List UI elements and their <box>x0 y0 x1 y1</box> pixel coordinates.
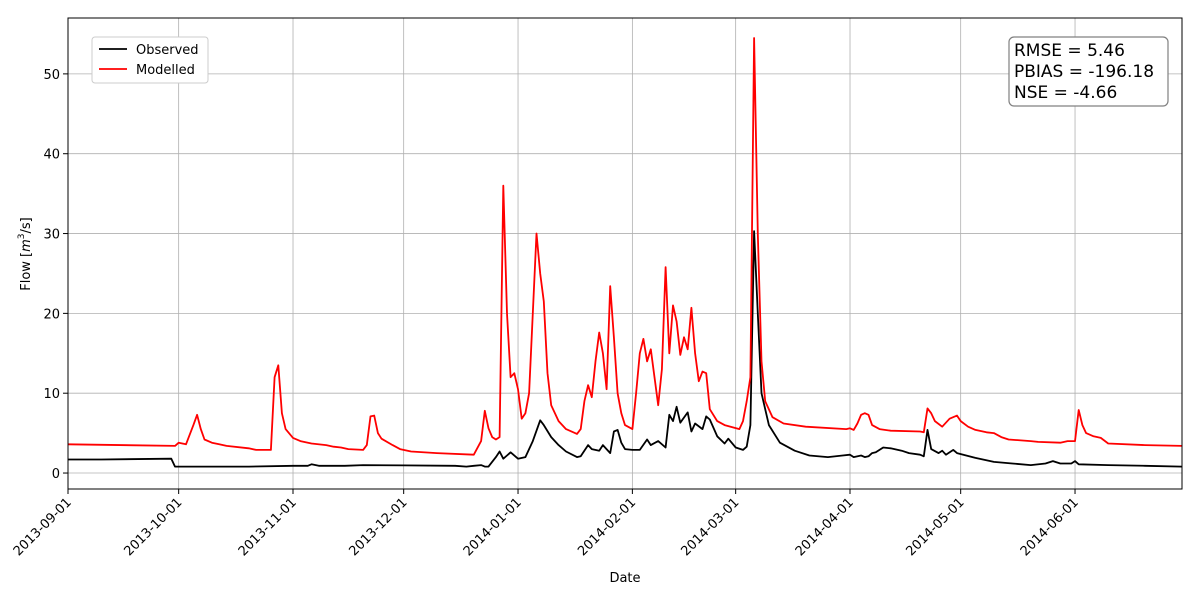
y-axis-label-exponent: 3 <box>17 233 27 239</box>
stats-annotation: RMSE = 5.46 PBIAS = -196.18 NSE = -4.66 <box>1008 36 1169 107</box>
x-tick-label: 2014-05-01 <box>903 495 967 559</box>
x-axis: 2013-09-01 2013-10-01 2013-11-01 2013-12-01… <box>11 489 1082 559</box>
x-tick-label: 2013-12-01 <box>346 495 410 559</box>
x-tick-label: 2013-09-01 <box>11 495 75 559</box>
y-tick-label: 40 <box>43 148 60 163</box>
stats-nse: NSE = -4.66 <box>1014 83 1117 103</box>
x-tick-label: 2013-10-01 <box>121 495 185 559</box>
y-axis-label-unit: m <box>19 239 34 252</box>
x-tick-label: 2014-03-01 <box>678 495 742 559</box>
x-axis-label: Date <box>609 571 640 586</box>
x-tick-label: 2014-01-01 <box>461 495 525 559</box>
legend-label-modelled: Modelled <box>136 63 195 78</box>
y-axis: 0 10 20 30 40 50 <box>43 68 68 482</box>
legend-label-observed: Observed <box>136 43 199 58</box>
grid <box>67 18 1182 489</box>
stats-rmse: RMSE = 5.46 <box>1014 41 1125 61</box>
y-tick-label: 50 <box>43 68 60 83</box>
y-axis-label: Flow [m3/s] <box>17 217 34 291</box>
legend: Observed Modelled <box>91 36 209 84</box>
series-layer <box>67 37 1183 468</box>
x-tick-label: 2013-11-01 <box>236 495 300 559</box>
y-axis-label-prefix: Flow [ <box>19 252 34 291</box>
plot-frame <box>67 17 1183 490</box>
y-tick-label: 10 <box>43 387 60 402</box>
series-line-observed <box>68 230 1183 468</box>
y-tick-label: 30 <box>43 228 60 243</box>
y-tick-label: 20 <box>43 307 60 322</box>
y-axis-label-suffix: /s] <box>19 217 34 233</box>
x-tick-label: 2014-06-01 <box>1018 495 1082 559</box>
x-tick-label: 2014-04-01 <box>793 495 857 559</box>
series-line-modelled <box>67 37 1183 456</box>
y-tick-label: 0 <box>52 467 60 482</box>
stats-box <box>1008 36 1169 107</box>
stats-pbias: PBIAS = -196.18 <box>1014 62 1154 82</box>
x-tick-label: 2014-02-01 <box>575 495 639 559</box>
